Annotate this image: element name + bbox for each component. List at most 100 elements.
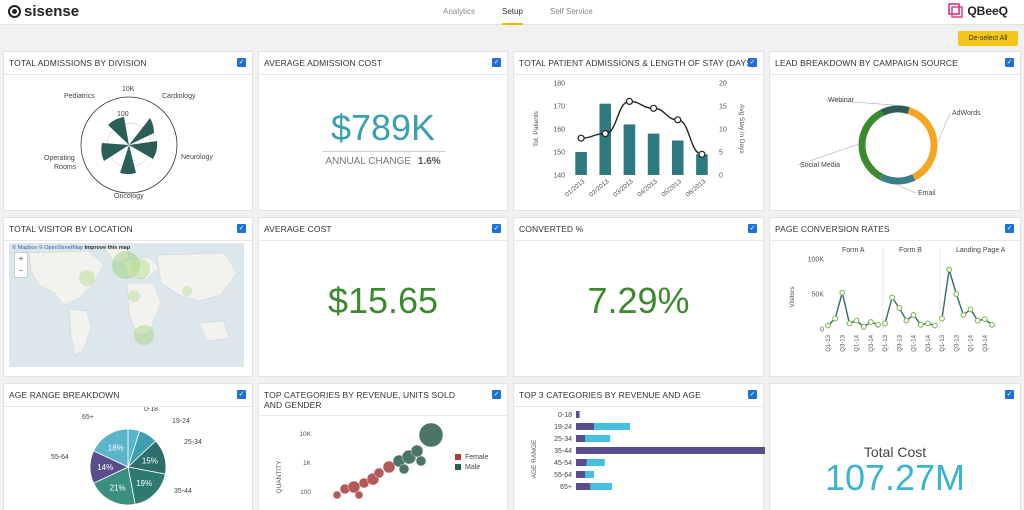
x-tick-label: Q3-13	[897, 334, 903, 351]
age-pie-slice	[127, 466, 166, 505]
x-tick-label: Q1-13	[883, 334, 889, 351]
widget-title: PAGE CONVERSION RATES	[775, 224, 890, 234]
age-legend-label: 0-18	[144, 407, 158, 413]
petal-oncology	[120, 145, 136, 175]
widget-title: AGE RANGE BREAKDOWN	[9, 390, 120, 400]
widget-title: LEAD BREAKDOWN BY CAMPAIGN SOURCE	[775, 58, 958, 68]
checkbox-icon[interactable]: ✓	[748, 390, 757, 399]
checkbox-icon[interactable]: ✓	[237, 390, 246, 399]
heat-bubble	[79, 270, 95, 286]
bar-series-1	[576, 447, 765, 454]
bar-patients	[623, 124, 636, 175]
conversion-point	[867, 319, 874, 325]
tick-label-10k: 10K	[122, 86, 135, 93]
conversion-point	[839, 289, 846, 296]
widget-header: TOTAL ADMISSIONS BY DIVISION ✓	[4, 52, 252, 75]
bubble-male	[415, 455, 427, 467]
y-tick-1k: 1K	[303, 460, 312, 467]
attr-mapbox[interactable]: © Mapbox	[12, 245, 38, 251]
land-africa	[126, 282, 162, 336]
petal-operating-rooms	[101, 143, 129, 161]
widget-top-categories-revenue: TOP CATEGORIES BY REVENUE, UNITS SOLD AN…	[258, 383, 508, 510]
x-tick-label: Q1-13	[826, 334, 832, 351]
world-map[interactable]	[9, 243, 244, 367]
logo-text: sisense	[24, 3, 80, 20]
donut-label: AdWords	[952, 110, 981, 117]
attr-osm[interactable]: © OpenStreetMap	[38, 245, 84, 251]
slice-label: 18%	[108, 444, 124, 453]
qbeeq-logo[interactable]: QBeeQ	[948, 3, 1008, 19]
point-avg-stay	[601, 129, 609, 138]
heat-bubble	[134, 325, 154, 345]
sisense-logo[interactable]: sisense	[8, 3, 79, 20]
donut-slice	[880, 105, 910, 116]
y2-tick-label: 10	[719, 127, 727, 134]
point-avg-stay	[577, 134, 585, 142]
y-tick-label: 19-24	[554, 424, 572, 431]
land-australia	[198, 320, 230, 342]
widget-header: PAGE CONVERSION RATES ✓	[770, 218, 1020, 241]
y2-tick-label: 15	[719, 104, 727, 111]
brand-text: QBeeQ	[967, 4, 1008, 18]
widget-average-cost: AVERAGE COST ✓ $15.65	[258, 217, 508, 377]
bar-series-1	[576, 435, 585, 442]
annual-change-value: 1.6%	[417, 156, 441, 167]
zoom-out-button[interactable]: −	[18, 266, 24, 275]
land-north-america	[28, 250, 105, 306]
attr-improve[interactable]: Improve this map	[84, 245, 131, 251]
checkbox-icon[interactable]: ✓	[748, 58, 757, 67]
donut-label: Webinar	[828, 97, 855, 104]
checkbox-icon[interactable]: ✓	[237, 58, 246, 67]
label-oncology: Oncology	[114, 193, 144, 200]
widget-header: AVERAGE COST ✓	[259, 218, 507, 241]
checkbox-icon[interactable]: ✓	[748, 224, 757, 233]
tab-setup[interactable]: Setup	[502, 7, 523, 25]
y-tick-label: 150	[553, 150, 565, 157]
checkbox-icon[interactable]: ✓	[492, 58, 501, 67]
conversion-point	[939, 315, 945, 322]
conversion-point	[974, 317, 981, 324]
bubble-male	[418, 422, 444, 448]
y-tick-label: 0	[820, 327, 824, 334]
x-tick-label: Q3-14	[926, 334, 932, 351]
y-tick-label: 55-64	[554, 472, 572, 479]
y-tick-10k: 10K	[299, 431, 311, 438]
x-tick-label: 02/2013	[588, 178, 611, 199]
line-avg-stay	[581, 100, 703, 155]
checkbox-icon[interactable]: ✓	[492, 224, 501, 233]
deselect-all-button[interactable]: De-select All	[958, 31, 1018, 46]
map-attribution: © Mapbox © OpenStreetMap Improve this ma…	[12, 245, 130, 251]
bar-series-2	[585, 435, 611, 442]
checkbox-icon[interactable]: ✓	[1005, 224, 1014, 233]
annual-change-label: ANNUAL CHANGE	[325, 156, 412, 167]
zoom-in-button[interactable]: +	[18, 254, 24, 263]
tab-analytics[interactable]: Analytics	[443, 7, 476, 16]
x-tick-label: Q1-14	[912, 334, 918, 351]
widget-header: TOP CATEGORIES BY REVENUE, UNITS SOLD AN…	[259, 384, 507, 416]
conversion-line-chart: 0 50K 100K Visitors Form A Q1-13 Q3-13 Q1-14 Q3-…	[789, 247, 1006, 352]
world-map-svg	[28, 246, 238, 356]
x-tick-label: Q3-14	[869, 334, 875, 351]
legend-male: Male	[465, 464, 480, 471]
kpi-value: 7.29%	[587, 280, 690, 321]
widget-header: AGE RANGE BREAKDOWN ✓	[4, 384, 252, 407]
conversion-point	[846, 320, 853, 327]
y-tick-label: 100K	[808, 257, 825, 264]
widget-header: AVERAGE ADMISSION COST ✓	[259, 52, 507, 75]
checkbox-icon[interactable]: ✓	[492, 390, 501, 399]
y-axis-label: QUANTITY	[276, 460, 283, 494]
y2-axis-label: Avg Stay in Days	[738, 104, 745, 154]
heat-bubble	[182, 286, 192, 296]
kpi-value: $789K	[330, 107, 436, 148]
y-tick-label: 160	[553, 127, 565, 134]
slice-label: 14%	[97, 463, 113, 472]
checkbox-icon[interactable]: ✓	[237, 224, 246, 233]
checkbox-icon[interactable]: ✓	[1005, 390, 1014, 399]
x-tick-label: Q1-13	[940, 334, 946, 351]
kpi-value: $15.65	[327, 280, 439, 321]
tab-self-service[interactable]: Self Service	[550, 7, 593, 16]
heat-bubble	[130, 259, 150, 279]
y2-tick-label: 20	[719, 81, 727, 88]
checkbox-icon[interactable]: ✓	[1005, 58, 1014, 67]
donut-label: Email	[918, 190, 936, 197]
